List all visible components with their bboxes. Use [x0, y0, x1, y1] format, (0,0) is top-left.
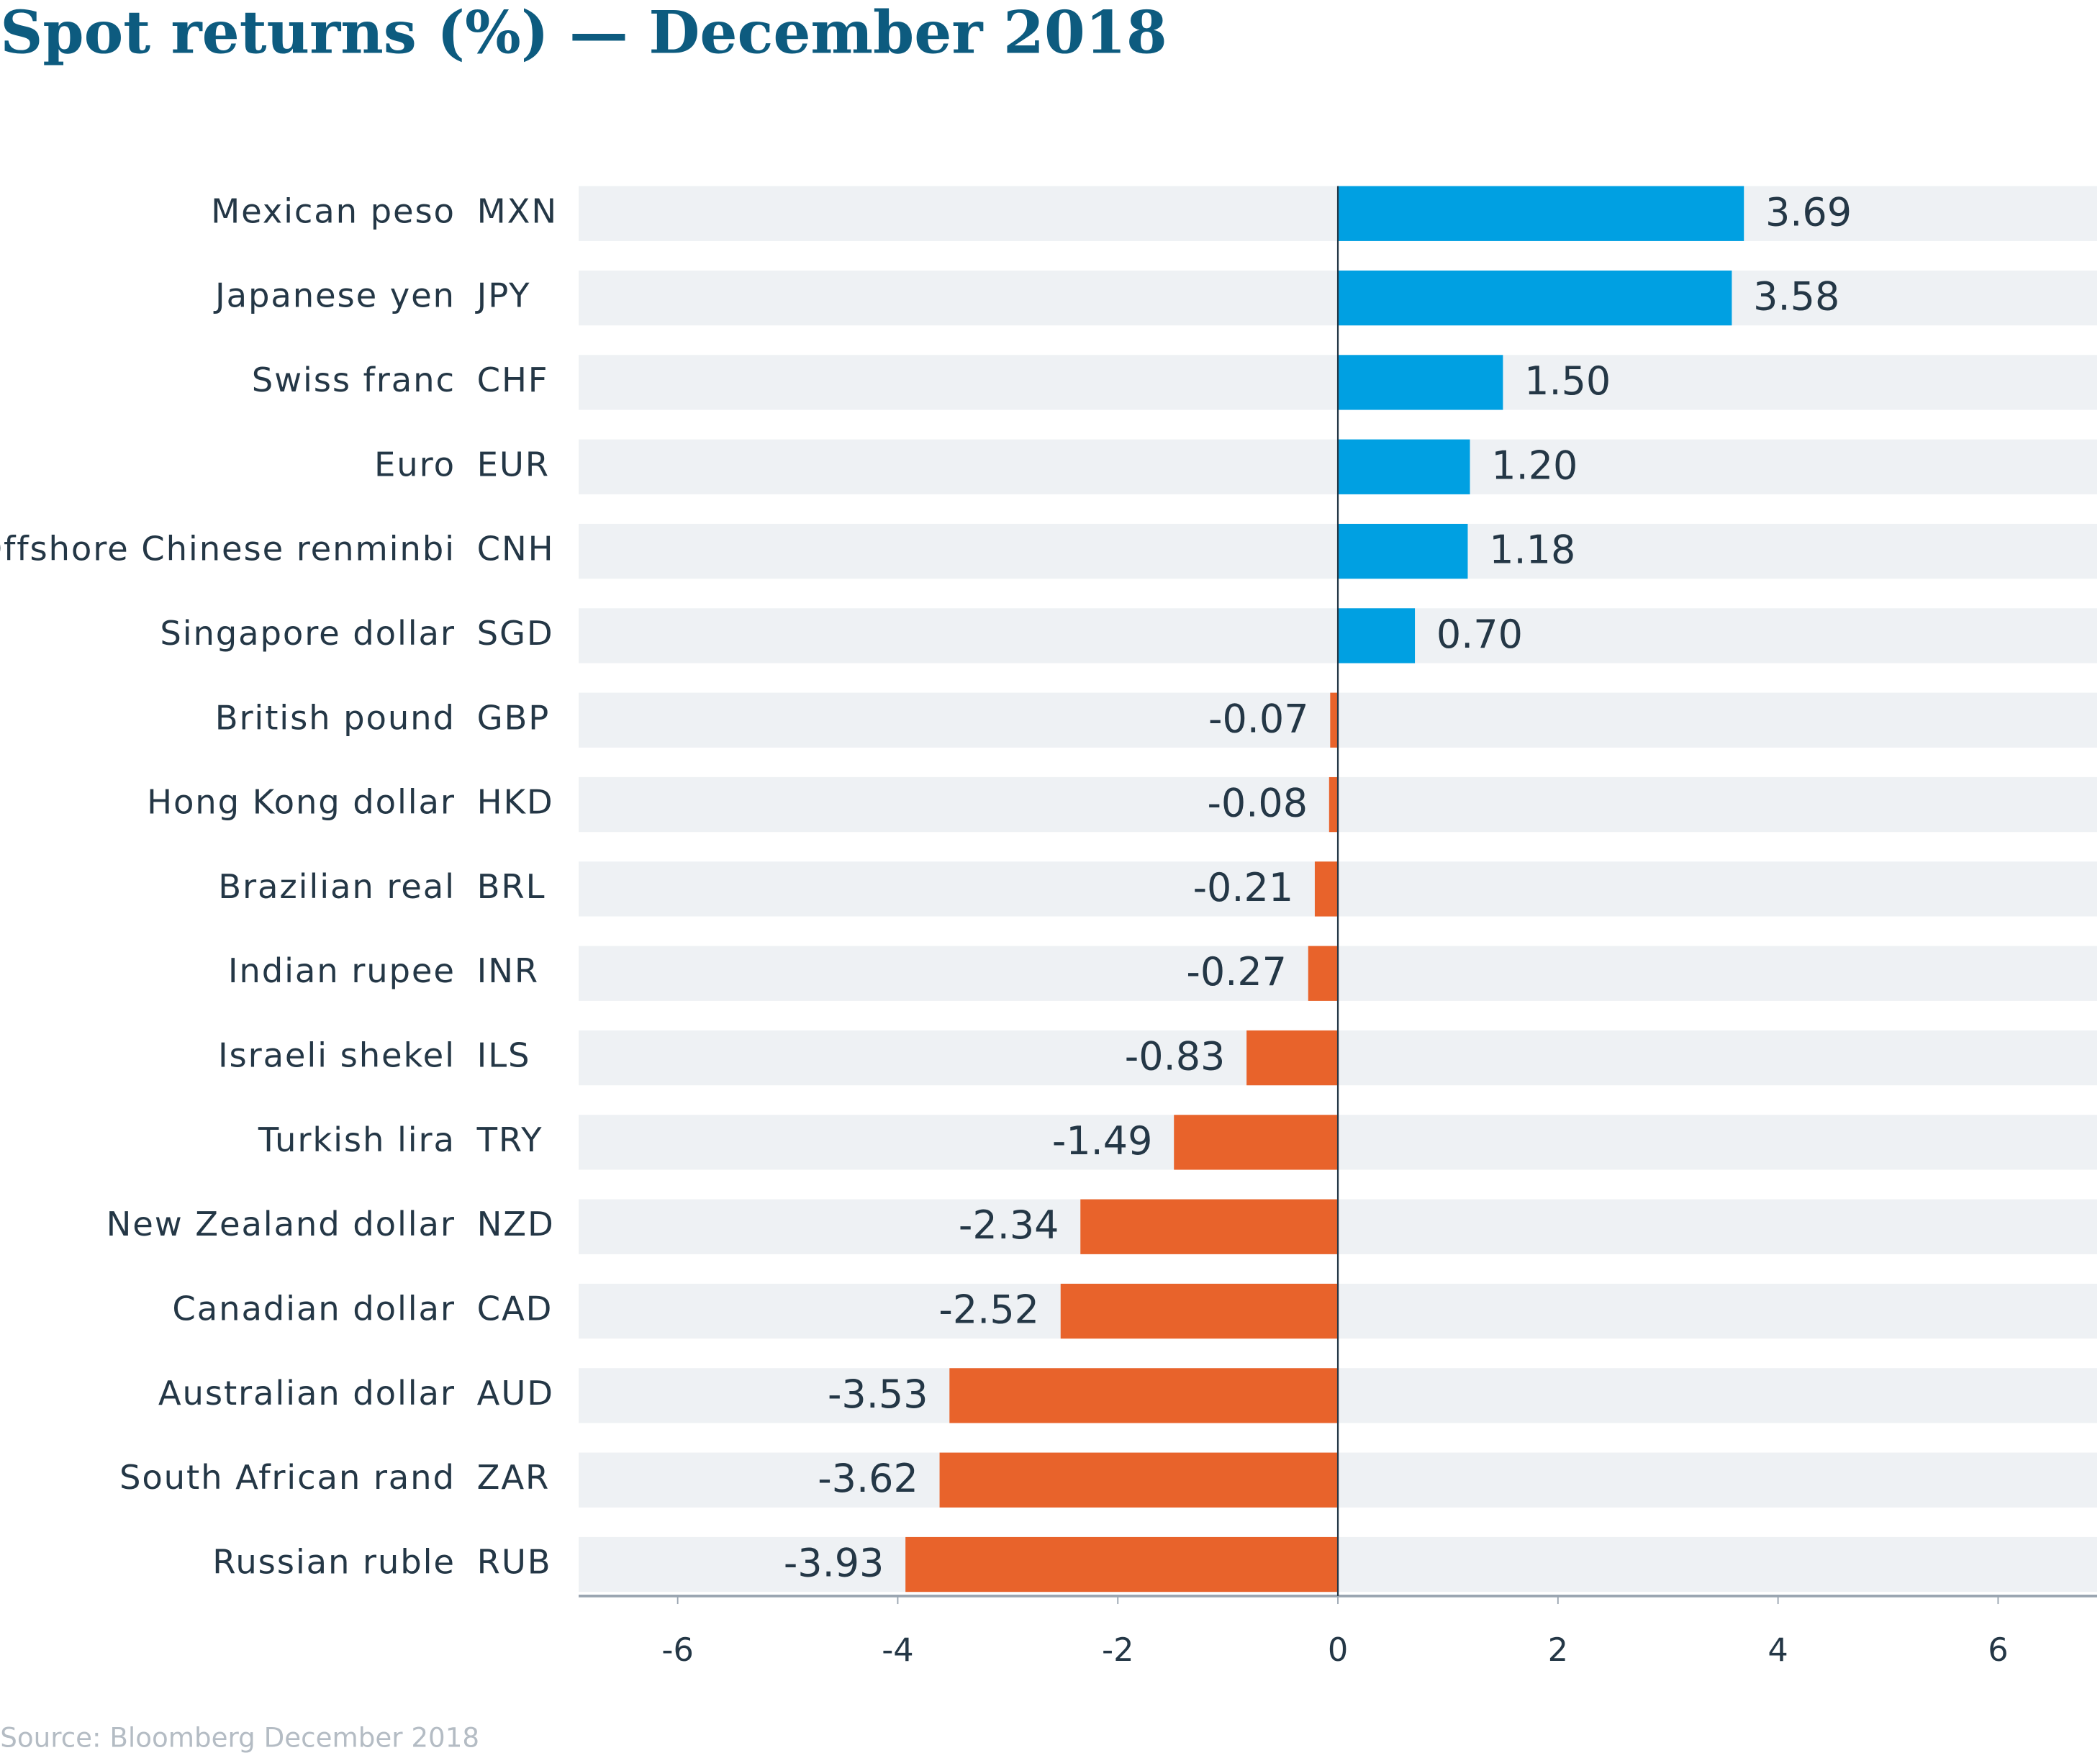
bar: [1060, 1283, 1339, 1339]
category-label: New Zealand dollar: [107, 1205, 456, 1243]
bar: [1338, 355, 1503, 410]
category-label: British pound: [215, 698, 456, 737]
code-label: NZD: [477, 1205, 555, 1243]
value-label: -0.21: [1193, 865, 1294, 910]
code-label: JPY: [475, 276, 531, 315]
code-label: ZAR: [477, 1458, 551, 1497]
code-label: ILS: [477, 1036, 531, 1075]
value-label: 0.70: [1436, 612, 1523, 657]
bar: [1330, 692, 1339, 748]
category-label: Euro: [374, 445, 456, 484]
value-label: -0.83: [1125, 1034, 1226, 1079]
value-label: -2.34: [959, 1202, 1059, 1248]
code-label: CHF: [477, 361, 549, 399]
value-label: 1.20: [1491, 443, 1578, 488]
category-label: Japanese yen: [213, 276, 456, 315]
category-label: Russian ruble: [212, 1543, 456, 1582]
value-label: -3.62: [818, 1456, 918, 1501]
category-label: Israeli shekel: [218, 1036, 456, 1075]
bar: [1174, 1115, 1339, 1170]
value-label: -1.49: [1052, 1118, 1153, 1164]
x-tick-label: -4: [882, 1631, 914, 1669]
bar: [905, 1536, 1339, 1592]
category-label: Singapore dollar: [160, 614, 456, 653]
code-label: EUR: [477, 445, 550, 484]
source-note: Source: Bloomberg December 2018: [0, 1721, 479, 1753]
bar: [1314, 861, 1339, 917]
value-label: 3.58: [1753, 274, 1839, 320]
category-label: Indian rupee: [228, 951, 456, 990]
code-label: INR: [477, 951, 539, 990]
code-label: HKD: [477, 783, 554, 822]
bar: [1338, 186, 1744, 241]
value-label: -3.53: [828, 1372, 928, 1417]
category-label: Swiss franc: [252, 361, 456, 399]
category-label: Mexican peso: [211, 191, 456, 230]
code-label: MXN: [477, 191, 558, 230]
value-label: -0.08: [1207, 781, 1308, 826]
category-label: Australian dollar: [158, 1374, 456, 1413]
chart-title: Spot returns (%) — December 2018: [0, 0, 1167, 68]
x-tick-label: 0: [1328, 1631, 1348, 1669]
code-label: CNH: [477, 530, 555, 568]
code-label: RUB: [477, 1543, 552, 1582]
value-label: -0.27: [1186, 949, 1287, 994]
bar: [939, 1452, 1339, 1508]
code-label: BRL: [477, 867, 546, 906]
value-label: 1.18: [1489, 527, 1575, 573]
code-label: CAD: [477, 1290, 553, 1328]
category-label: Brazilian real: [218, 867, 456, 906]
code-label: GBP: [477, 698, 551, 737]
bar: [1308, 946, 1339, 1001]
code-label: TRY: [476, 1120, 543, 1159]
x-tick-label: 4: [1768, 1631, 1788, 1669]
value-label: 3.69: [1765, 189, 1852, 235]
x-tick-label: -6: [661, 1631, 694, 1669]
bar: [1246, 1030, 1339, 1086]
x-tick-label: 2: [1548, 1631, 1568, 1669]
code-label: AUD: [477, 1374, 554, 1413]
bar: [1338, 523, 1468, 579]
code-label: SGD: [477, 614, 554, 653]
category-label: Offshore Chinese renminbi: [0, 530, 456, 568]
category-label: South African rand: [119, 1458, 456, 1497]
bar: [1329, 776, 1339, 833]
value-label: -0.07: [1208, 696, 1309, 741]
x-tick-label: -2: [1102, 1631, 1134, 1669]
bar: [949, 1368, 1339, 1423]
category-label: Hong Kong dollar: [147, 783, 456, 822]
category-label: Canadian dollar: [172, 1290, 455, 1328]
value-label: 1.50: [1524, 358, 1611, 404]
x-tick-label: 6: [1988, 1631, 2008, 1669]
category-label: Turkish lira: [258, 1120, 456, 1159]
bar: [1338, 270, 1732, 326]
value-label: -3.93: [784, 1541, 884, 1586]
bar: [1338, 439, 1470, 494]
bar: [1080, 1199, 1339, 1254]
bar: [1338, 608, 1416, 663]
value-label: -2.52: [938, 1287, 1039, 1333]
